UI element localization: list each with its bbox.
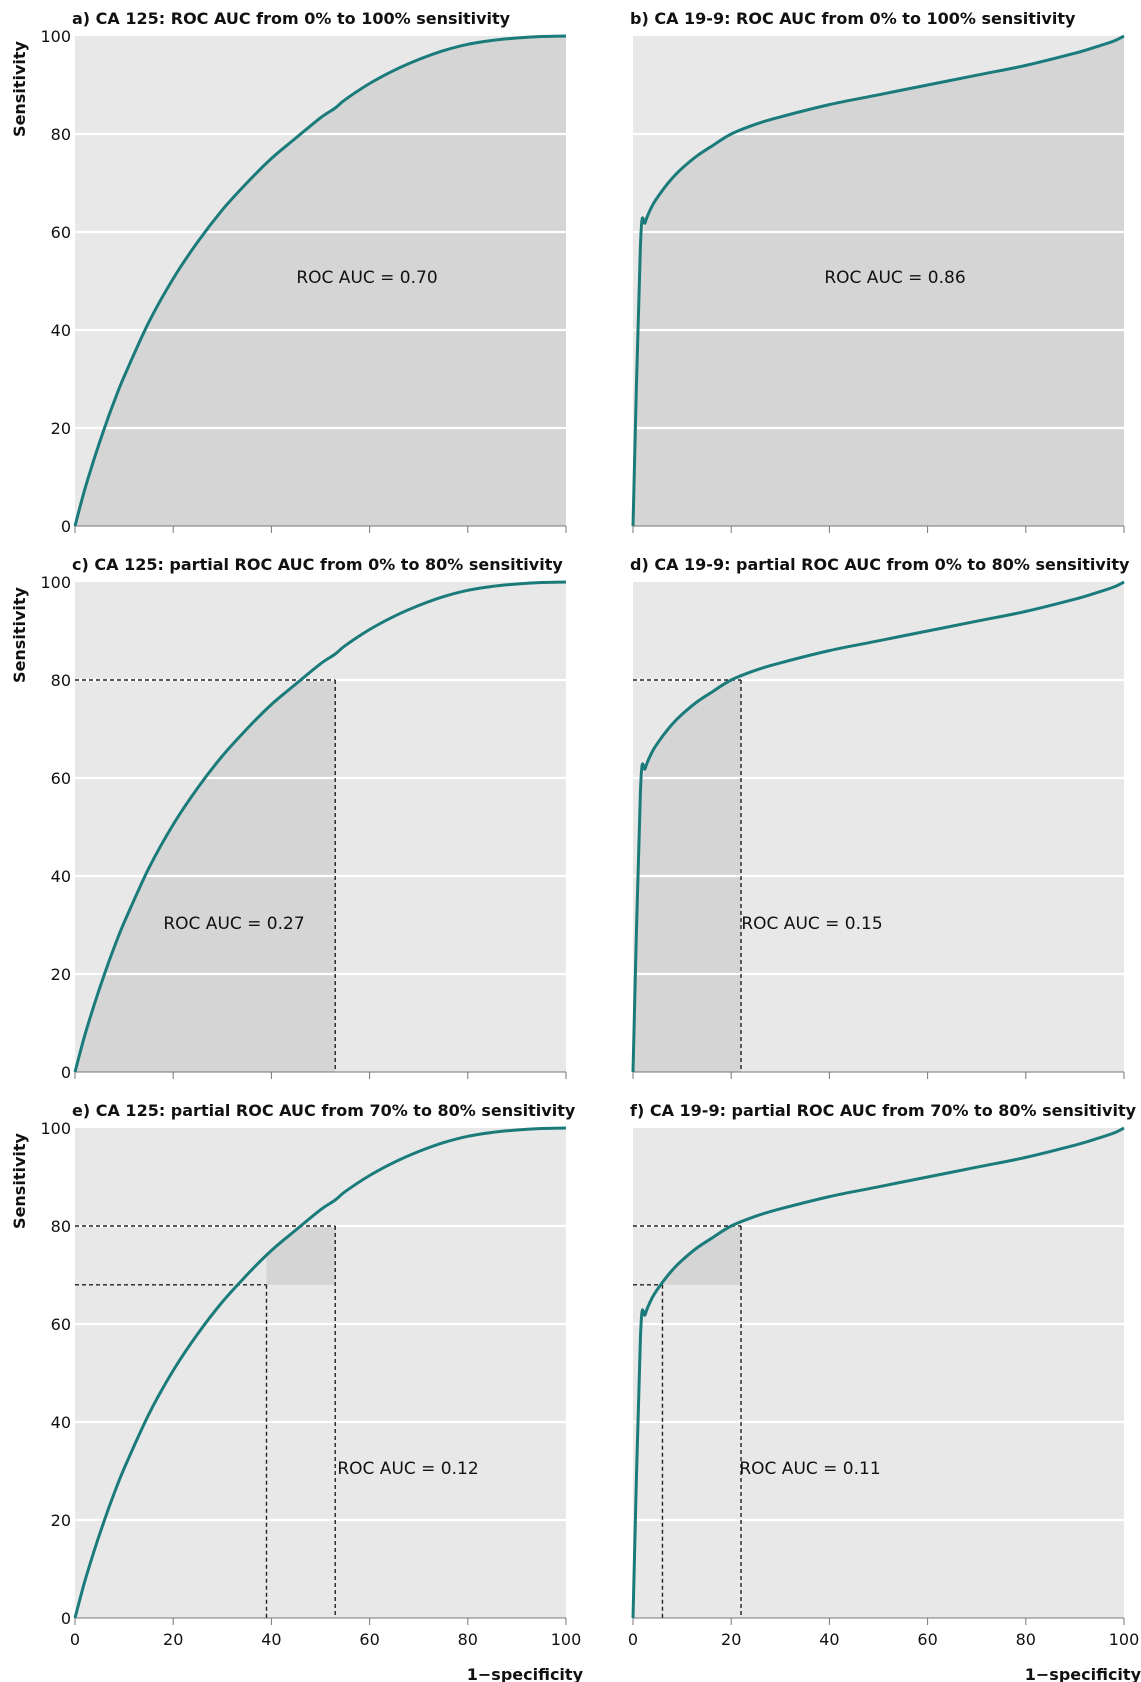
y-axis-title: Sensitivity — [10, 1132, 29, 1228]
roc-curve — [73, 1126, 567, 1619]
panel-title: d) CA 19-9: partial ROC AUC from 0% to 8… — [630, 555, 1130, 574]
auc-shaded-area — [75, 36, 566, 526]
auc-label: ROC AUC = 0.86 — [824, 268, 965, 288]
x-tick-label: 40 — [819, 1630, 839, 1649]
y-tick-label: 20 — [51, 419, 71, 438]
y-tick-label: 0 — [61, 1609, 71, 1628]
y-axis-title: Sensitivity — [10, 40, 29, 136]
y-tick-label: 60 — [51, 223, 71, 242]
auc-label: ROC AUC = 0.27 — [163, 914, 304, 934]
x-tick-label: 80 — [1016, 1630, 1036, 1649]
x-tick-label: 60 — [917, 1630, 937, 1649]
y-tick-label: 80 — [51, 1217, 71, 1236]
panel-a: a) CA 125: ROC AUC from 0% to 100% sensi… — [10, 9, 567, 536]
y-tick-label: 20 — [51, 1511, 71, 1530]
y-tick-label: 40 — [51, 321, 71, 340]
y-tick-label: 20 — [51, 965, 71, 984]
x-tick-label: 100 — [551, 1630, 582, 1649]
y-tick-label: 100 — [40, 1119, 71, 1138]
panel-title: e) CA 125: partial ROC AUC from 70% to 8… — [72, 1101, 576, 1120]
roc-curve — [631, 1126, 1125, 1619]
x-tick-label: 0 — [628, 1630, 638, 1649]
roc-curve — [631, 580, 1125, 1073]
x-axis-title: 1−specificity — [1025, 1665, 1141, 1682]
auc-label: ROC AUC = 0.15 — [741, 914, 882, 934]
y-tick-label: 60 — [51, 769, 71, 788]
y-tick-label: 100 — [40, 573, 71, 592]
y-tick-label: 0 — [61, 517, 71, 536]
panel-c: c) CA 125: partial ROC AUC from 0% to 80… — [10, 555, 567, 1082]
roc-curve — [73, 580, 567, 1073]
roc-curve — [73, 34, 567, 527]
auc-label: ROC AUC = 0.11 — [739, 1459, 880, 1479]
panel-title: f) CA 19-9: partial ROC AUC from 70% to … — [630, 1101, 1137, 1120]
y-tick-label: 60 — [51, 1315, 71, 1334]
auc-shaded-area — [662, 1226, 741, 1285]
panel-d: d) CA 19-9: partial ROC AUC from 0% to 8… — [630, 555, 1130, 1079]
panel-title: b) CA 19-9: ROC AUC from 0% to 100% sens… — [630, 9, 1076, 28]
y-tick-label: 80 — [51, 125, 71, 144]
roc-curve — [631, 34, 1125, 527]
x-axis-title: 1−specificity — [467, 1665, 584, 1682]
panel-f: f) CA 19-9: partial ROC AUC from 70% to … — [628, 1101, 1141, 1682]
x-tick-label: 80 — [458, 1630, 478, 1649]
plot-background — [633, 1128, 1124, 1618]
auc-shaded-area — [633, 36, 1124, 526]
y-tick-label: 100 — [40, 27, 71, 46]
y-axis-title: Sensitivity — [10, 586, 29, 682]
x-tick-label: 40 — [261, 1630, 281, 1649]
panel-e: e) CA 125: partial ROC AUC from 70% to 8… — [10, 1101, 584, 1682]
panel-title: a) CA 125: ROC AUC from 0% to 100% sensi… — [72, 9, 511, 28]
x-tick-label: 100 — [1109, 1630, 1140, 1649]
y-tick-label: 80 — [51, 671, 71, 690]
y-tick-label: 40 — [51, 867, 71, 886]
plot-background — [75, 1128, 566, 1618]
y-tick-label: 0 — [61, 1063, 71, 1082]
auc-label: ROC AUC = 0.70 — [296, 268, 437, 288]
x-tick-label: 0 — [70, 1630, 80, 1649]
x-tick-label: 20 — [721, 1630, 741, 1649]
x-tick-label: 60 — [359, 1630, 379, 1649]
x-tick-label: 20 — [163, 1630, 183, 1649]
auc-label: ROC AUC = 0.12 — [337, 1459, 478, 1479]
panel-b: b) CA 19-9: ROC AUC from 0% to 100% sens… — [630, 9, 1125, 533]
panel-title: c) CA 125: partial ROC AUC from 0% to 80… — [72, 555, 563, 574]
y-tick-label: 40 — [51, 1413, 71, 1432]
